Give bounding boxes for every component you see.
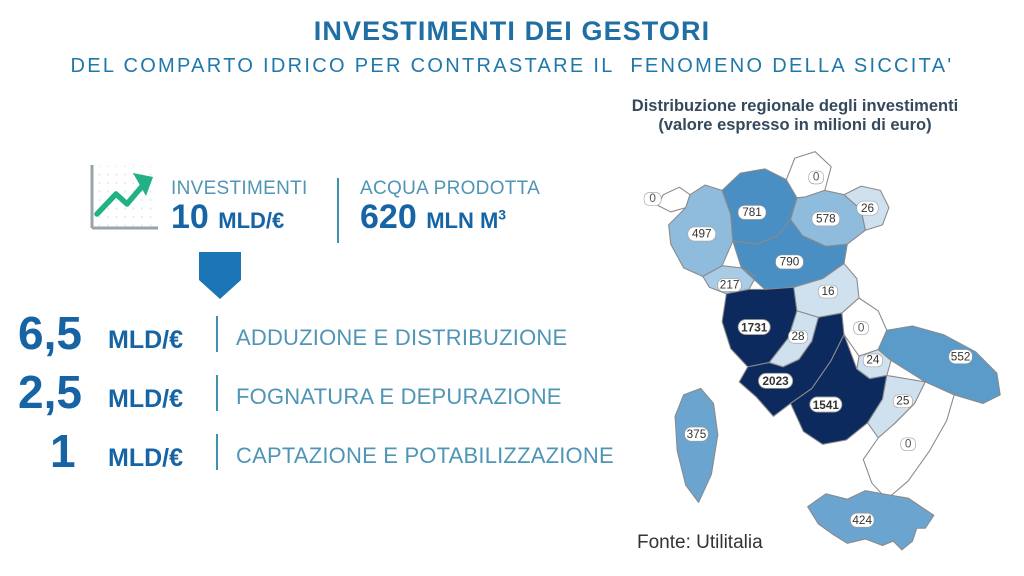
- svg-text:28: 28: [792, 330, 806, 343]
- svg-text:790: 790: [780, 256, 800, 269]
- svg-text:1541: 1541: [813, 399, 840, 412]
- svg-text:217: 217: [720, 278, 740, 291]
- svg-text:375: 375: [687, 428, 707, 441]
- svg-text:578: 578: [816, 213, 836, 226]
- svg-text:781: 781: [742, 206, 762, 219]
- svg-text:0: 0: [813, 171, 820, 184]
- svg-text:1731: 1731: [741, 321, 768, 334]
- svg-text:552: 552: [951, 350, 971, 363]
- svg-text:2023: 2023: [763, 375, 790, 388]
- svg-text:0: 0: [858, 321, 865, 334]
- svg-text:0: 0: [905, 438, 912, 451]
- svg-text:24: 24: [866, 354, 880, 367]
- svg-text:0: 0: [649, 192, 656, 205]
- svg-text:424: 424: [852, 514, 872, 527]
- svg-text:25: 25: [896, 394, 910, 407]
- svg-text:497: 497: [692, 228, 712, 241]
- svg-text:26: 26: [861, 202, 875, 215]
- svg-text:16: 16: [821, 285, 835, 298]
